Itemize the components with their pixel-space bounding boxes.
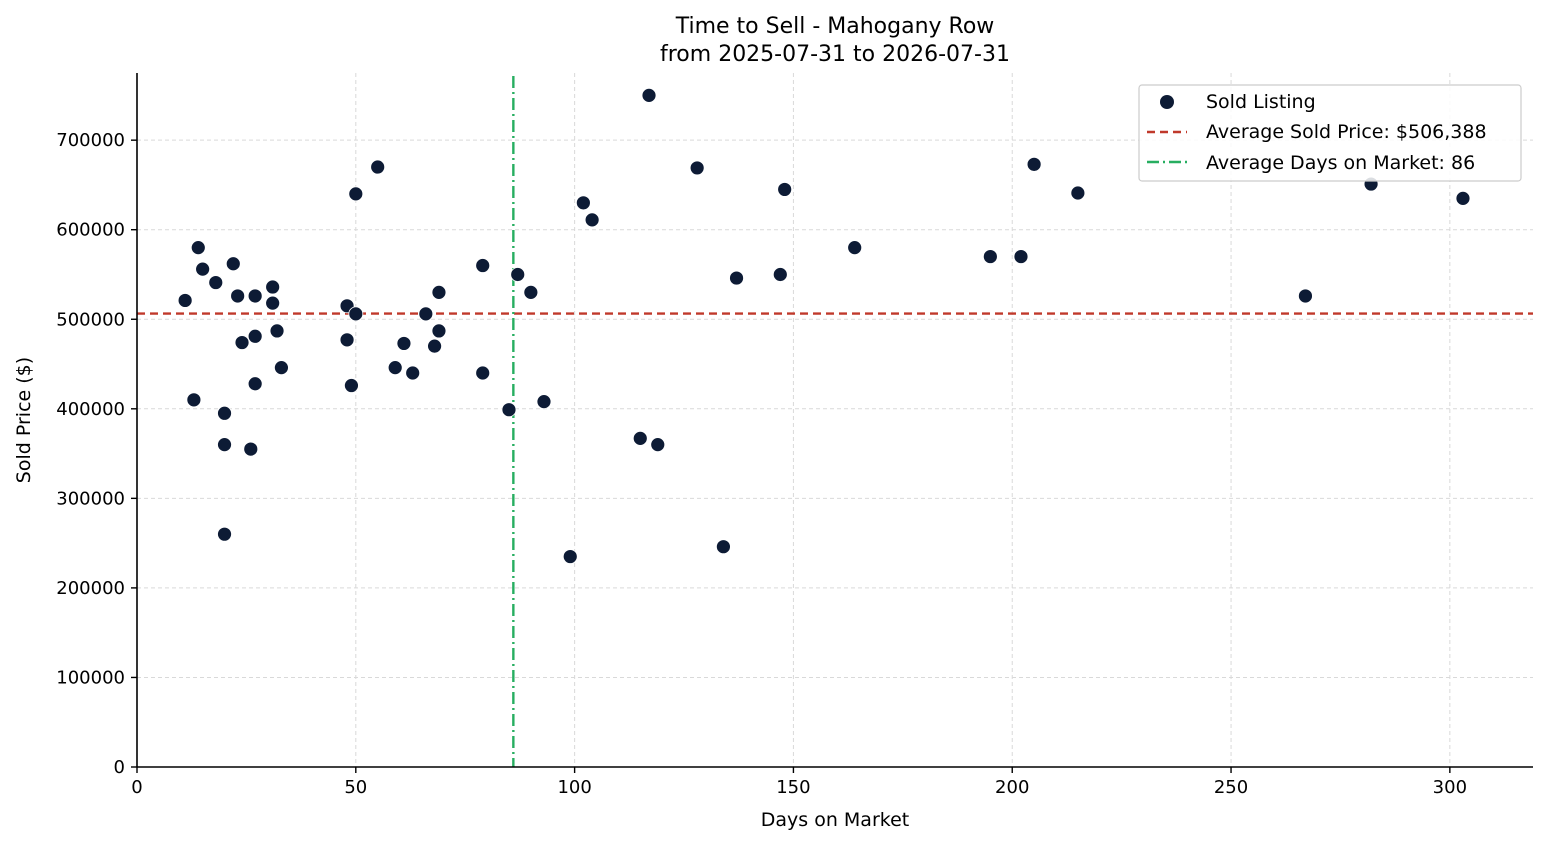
data-point [190, 240, 206, 256]
legend: Sold Listing Average Sold Price: $506,38… [1138, 84, 1522, 182]
data-point [689, 160, 705, 176]
data-point [339, 332, 355, 348]
data-point [1455, 190, 1471, 206]
data-point [584, 212, 600, 228]
data-point [427, 338, 442, 354]
data-point [186, 392, 202, 408]
data-point [501, 402, 517, 418]
reference-lines [137, 76, 1533, 767]
data-point [269, 323, 285, 339]
data-point [217, 437, 232, 453]
data-point [772, 267, 788, 282]
data-point [370, 159, 386, 175]
y-tick-label: 600000 [56, 220, 125, 241]
data-point [247, 376, 263, 392]
legend-label-sold-listing: Sold Listing [1206, 91, 1316, 113]
x-ticks: 0 50 100 150 200 250 300 [131, 767, 1467, 798]
data-point [387, 360, 403, 376]
data-point [536, 394, 552, 410]
data-point [344, 378, 359, 393]
legend-marker-sold-listing [1160, 95, 1174, 109]
y-ticks: 0 100000 200000 300000 400000 500000 600000 700… [56, 130, 137, 778]
axes [136, 73, 1533, 768]
data-point [982, 249, 998, 264]
data-point [225, 256, 241, 272]
data-point [523, 284, 539, 300]
data-point [1298, 288, 1313, 304]
y-tick-label: 400000 [56, 399, 125, 420]
chart-title: Time to Sell - Mahogany Row [675, 14, 995, 39]
data-point [431, 284, 447, 300]
y-tick-label: 300000 [56, 488, 125, 509]
data-point [575, 195, 591, 211]
data-point [195, 261, 211, 277]
y-tick-label: 0 [114, 757, 125, 778]
data-point [230, 288, 246, 304]
data-point [405, 365, 421, 381]
data-point [217, 405, 232, 421]
data-point [650, 437, 666, 453]
data-point [632, 430, 648, 446]
data-point [777, 182, 793, 197]
data-point [217, 526, 232, 542]
y-tick-label: 500000 [56, 309, 125, 330]
x-tick-label: 100 [557, 777, 591, 798]
legend-box [1138, 84, 1522, 182]
data-point [716, 539, 731, 555]
data-point [177, 293, 193, 308]
y-axis-title: Sold Price ($) [13, 357, 35, 483]
x-tick-label: 150 [776, 777, 810, 798]
x-axis-title: Days on Market [761, 809, 909, 831]
data-point [265, 295, 281, 311]
data-points [177, 87, 1471, 564]
data-point [641, 87, 657, 103]
x-tick-label: 300 [1433, 777, 1467, 798]
chart-subtitle: from 2025-07-31 to 2026-07-31 [660, 42, 1010, 67]
data-point [234, 335, 250, 350]
data-point [847, 240, 863, 256]
data-point [475, 258, 491, 273]
data-point [348, 306, 364, 322]
data-point [348, 186, 364, 202]
y-tick-label: 200000 [56, 578, 125, 599]
data-point [265, 279, 281, 295]
data-point [729, 270, 744, 286]
data-point [1070, 185, 1086, 201]
legend-label-avg-days: Average Days on Market: 86 [1206, 152, 1475, 174]
data-point [247, 328, 263, 344]
data-point [274, 360, 289, 376]
data-point [510, 267, 526, 282]
data-point [208, 275, 224, 290]
data-point [418, 306, 434, 322]
data-point [431, 323, 447, 339]
y-tick-label: 700000 [56, 130, 125, 151]
x-tick-label: 50 [344, 777, 367, 798]
x-tick-label: 250 [1214, 777, 1248, 798]
x-tick-label: 200 [995, 777, 1029, 798]
data-point [247, 288, 263, 304]
data-point [1026, 156, 1042, 172]
data-point [396, 336, 412, 351]
x-tick-label: 0 [131, 777, 142, 798]
data-point [475, 365, 491, 381]
legend-label-avg-price: Average Sold Price: $506,388 [1206, 121, 1487, 143]
data-point [562, 549, 578, 564]
y-tick-label: 100000 [56, 667, 125, 688]
data-point [243, 441, 259, 457]
data-point [1013, 249, 1029, 264]
